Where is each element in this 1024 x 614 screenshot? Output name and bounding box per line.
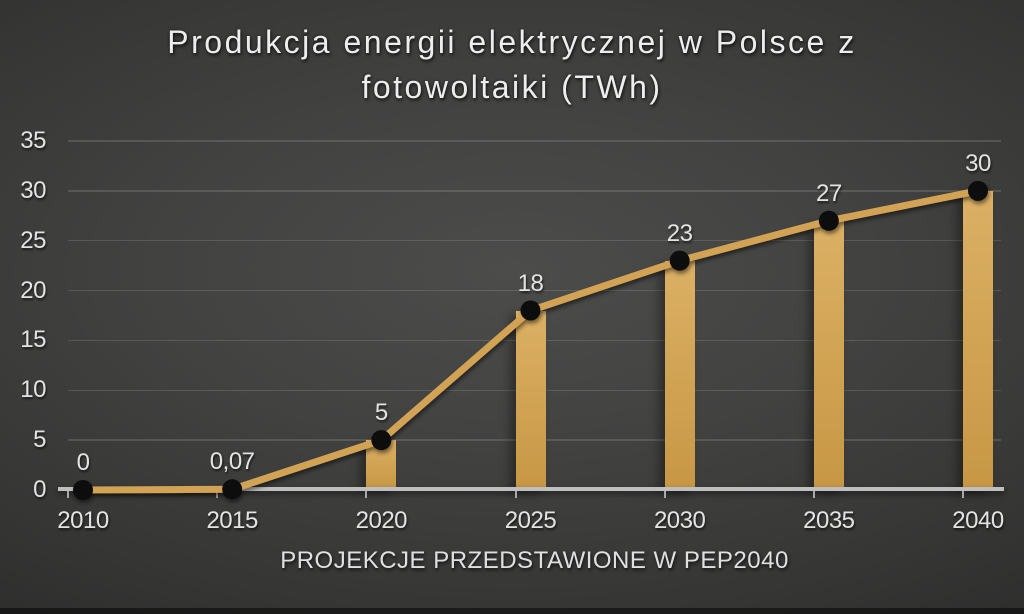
y-axis-label-10: 10 (20, 376, 46, 404)
y-axis-label-35: 35 (20, 127, 46, 154)
data-point-marker-2010 (73, 480, 93, 500)
y-axis-label-0: 0 (33, 476, 46, 503)
data-point-marker-2020 (371, 430, 392, 451)
gridline-20 (68, 289, 1001, 292)
y-axis-label-30: 30 (20, 176, 46, 204)
x-axis-label-2040: 2040 (952, 507, 1004, 534)
x-axis-tick-2010 (67, 491, 69, 498)
x-axis-tick-2025 (514, 491, 517, 498)
x-axis-tick-2030 (663, 491, 666, 498)
data-label-2020: 5 (374, 399, 388, 427)
x-axis-tick-2035 (812, 491, 815, 498)
x-axis-line (58, 487, 1004, 491)
x-axis-label-2020: 2020 (355, 507, 408, 534)
data-label-2035: 27 (815, 179, 842, 207)
data-label-2010: 0 (76, 449, 90, 476)
data-point-marker-2025 (520, 300, 541, 321)
x-axis-tick-2015 (216, 491, 219, 498)
gridline-25 (68, 239, 1001, 242)
x-axis-label-2025: 2025 (504, 507, 557, 534)
data-point-marker-2040 (968, 180, 988, 201)
y-axis-label-20: 20 (20, 276, 46, 304)
x-axis-label-2030: 2030 (653, 507, 706, 534)
data-label-2015: 0,07 (209, 448, 255, 476)
x-axis-tick-2020 (365, 491, 368, 498)
data-label-2030: 23 (666, 219, 693, 247)
data-label-2040: 30 (965, 149, 991, 177)
bar-2035 (813, 220, 844, 489)
data-point-marker-2035 (818, 210, 839, 231)
x-axis-label-2035: 2035 (803, 507, 855, 534)
y-axis-label-15: 15 (20, 326, 46, 354)
y-axis-label-5: 5 (33, 426, 46, 454)
chart-title-line2: fotowoltaiki (TWh) (361, 69, 663, 105)
x-axis-tick-2040 (962, 491, 964, 498)
chart-title: Produkcja energii elektrycznej w Polsce … (0, 20, 1024, 110)
bar-2040 (963, 190, 993, 489)
y-axis-label-25: 25 (20, 226, 46, 254)
data-label-2025: 18 (517, 269, 544, 297)
chart-title-line1: Produkcja energii elektrycznej w Polsce … (167, 24, 857, 60)
gridline-35 (68, 140, 1001, 142)
x-axis-label-2010: 2010 (57, 507, 109, 534)
bottom-edge-shadow (0, 608, 1024, 614)
series-line (79, 187, 982, 494)
bar-2030 (664, 260, 695, 489)
data-point-marker-2015 (222, 479, 243, 500)
chart-caption: PROJEKCJE PRZEDSTAWIONE W PEP2040 (280, 547, 789, 574)
gridline-30 (68, 190, 1001, 192)
x-axis-label-2015: 2015 (206, 507, 258, 534)
bar-2025 (515, 310, 546, 489)
data-point-marker-2030 (669, 250, 690, 271)
